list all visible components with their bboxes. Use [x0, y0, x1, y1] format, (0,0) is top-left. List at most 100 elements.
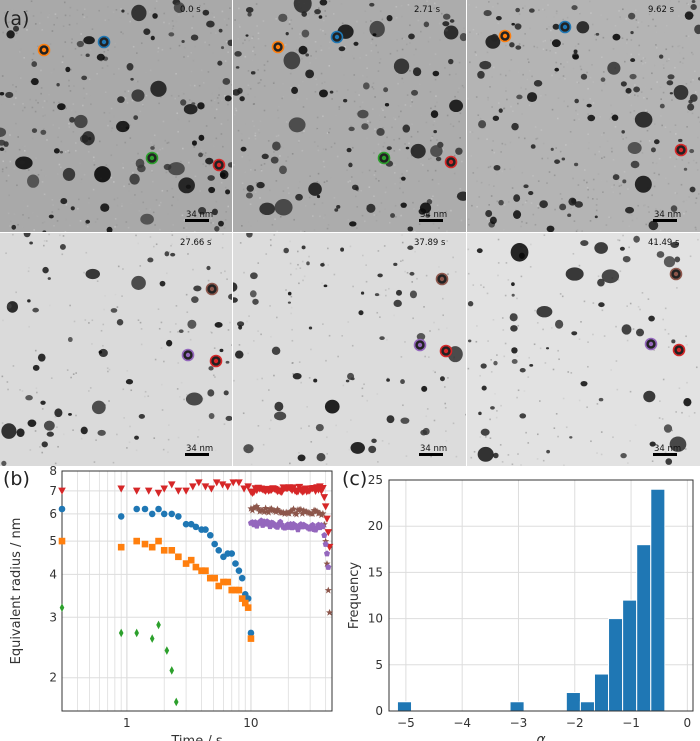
data-point: [175, 513, 182, 520]
frame-timestamp: 27.66 s: [180, 238, 212, 248]
nanoparticle: [121, 9, 125, 13]
nanoparticle: [350, 441, 365, 454]
nanoparticle: [197, 102, 205, 110]
nanoparticle: [689, 186, 696, 193]
nanoparticle: [432, 70, 440, 77]
data-point: [133, 505, 141, 513]
nanoparticle: [319, 89, 328, 98]
tem-background: [467, 233, 700, 466]
nanoparticle: [225, 189, 231, 195]
nanoparticle: [418, 208, 427, 215]
nanoparticle: [256, 181, 265, 189]
data-point: [292, 510, 300, 518]
nanoparticle: [152, 13, 158, 19]
nanoparticle: [134, 435, 139, 440]
nanoparticle: [552, 23, 560, 30]
nanoparticle: [625, 87, 632, 94]
nanoparticle: [601, 269, 620, 284]
nanoparticle: [272, 141, 281, 151]
x-tick-label: 10: [243, 716, 258, 730]
y-tick-label: 7: [49, 484, 57, 498]
histogram-bar: [636, 544, 652, 712]
nanoparticle: [68, 412, 72, 416]
nanoparticle: [545, 347, 550, 350]
nanoparticle: [620, 81, 627, 87]
nanoparticle: [569, 436, 573, 439]
nanoparticle: [456, 191, 466, 201]
nanoparticle: [181, 39, 185, 43]
nanoparticle: [554, 67, 560, 72]
nanoparticle: [663, 256, 676, 268]
data-point: [244, 604, 252, 611]
nanoparticle: [6, 303, 12, 309]
nanoparticle: [238, 325, 243, 330]
nanoparticle: [594, 215, 598, 219]
nanoparticle: [353, 41, 359, 46]
nanoparticle: [116, 319, 124, 326]
tem-frame-3: 9.62 s 34 nm: [467, 0, 700, 232]
nanoparticle: [46, 431, 54, 437]
nanoparticle: [293, 0, 312, 14]
y-tick-label: 25: [368, 473, 383, 487]
nanoparticle: [223, 390, 229, 396]
nanoparticle: [665, 458, 673, 465]
nanoparticle: [159, 280, 166, 287]
nanoparticle: [516, 94, 523, 100]
nanoparticle: [430, 110, 439, 118]
nanoparticle: [587, 114, 596, 122]
nanoparticle: [526, 92, 538, 103]
nanoparticle: [633, 235, 640, 243]
nanoparticle: [383, 87, 389, 93]
y-tick-label: 5: [49, 534, 57, 548]
nanoparticle: [110, 308, 118, 313]
nanoparticle: [178, 329, 184, 334]
nanoparticle: [386, 378, 390, 382]
nanoparticle: [233, 282, 238, 292]
nanoparticle: [91, 400, 106, 415]
data-point: [189, 483, 197, 491]
nanoparticle: [670, 241, 679, 249]
nanoparticle: [509, 313, 518, 322]
nanoparticle: [191, 296, 199, 303]
histogram-bar: [509, 701, 525, 712]
nanoparticle: [287, 301, 291, 304]
nanoparticle: [630, 58, 636, 63]
data-point: [247, 629, 255, 637]
nanoparticle: [329, 90, 334, 94]
nanoparticle: [98, 350, 103, 354]
nanoparticle: [41, 441, 48, 448]
nanoparticle: [483, 10, 492, 17]
frame-timestamp: 41.49 s: [648, 238, 680, 248]
nanoparticle: [334, 208, 339, 212]
nanoparticle: [449, 99, 464, 113]
nanoparticle: [220, 46, 225, 50]
nanoparticle: [572, 54, 580, 60]
nanoparticle: [607, 61, 621, 75]
data-point: [173, 697, 179, 707]
nanoparticle: [168, 162, 185, 176]
nanoparticle: [57, 103, 66, 111]
data-point: [298, 509, 306, 517]
nanoparticle: [498, 199, 504, 206]
tracked-particle-marker: [413, 338, 427, 352]
nanoparticle: [551, 39, 561, 48]
y-tick-label: 0: [375, 704, 383, 718]
nanoparticle: [306, 261, 310, 266]
nanoparticle: [42, 266, 49, 274]
nanoparticle: [691, 0, 696, 3]
nanoparticle: [412, 67, 422, 77]
nanoparticle: [448, 58, 454, 65]
scale-bar: [185, 453, 209, 456]
data-point: [58, 487, 66, 495]
nanoparticle: [59, 243, 66, 250]
data-point: [235, 479, 243, 487]
nanoparticle: [361, 123, 369, 130]
nanoparticle: [320, 262, 325, 267]
nanoparticle: [515, 45, 522, 50]
nanoparticle: [400, 202, 407, 208]
data-point: [160, 510, 168, 518]
tracked-particle-marker: [212, 158, 226, 172]
nanoparticle: [347, 372, 355, 380]
nanoparticle: [393, 262, 398, 266]
tem-background: [233, 233, 466, 466]
